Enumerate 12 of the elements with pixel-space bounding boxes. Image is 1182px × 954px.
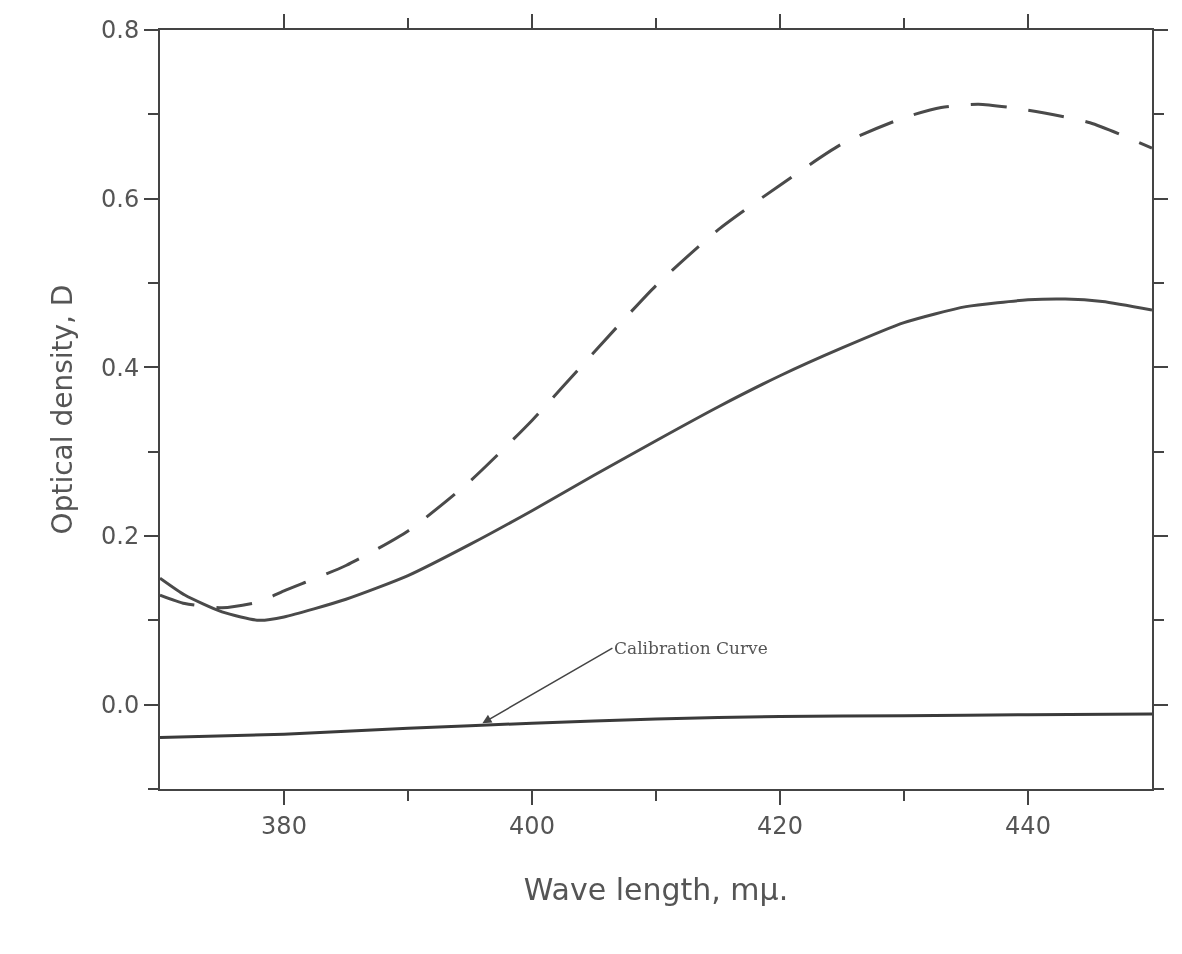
x-tick-label: 380 [261,811,307,840]
y-tick-label: 0.2 [101,522,140,551]
y-tick-label: 0.4 [101,353,140,382]
y-axis-title: Optical density, D [46,284,80,535]
x-tick-label: 420 [757,811,803,840]
x-tick-label: 400 [509,811,555,840]
x-axis-title: Wave length, mμ. [523,871,789,907]
y-tick-label: 0.8 [101,16,140,45]
x-tick-label: 440 [1005,811,1051,840]
y-tick-label: 0.0 [101,691,140,720]
y-tick-label: 0.6 [101,185,140,214]
annotation: Calibration Curve [614,638,768,658]
